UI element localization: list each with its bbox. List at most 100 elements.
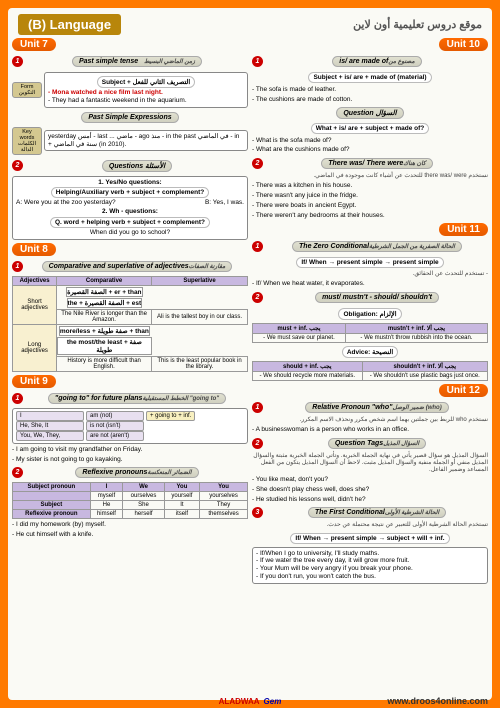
must-table: must + inf. يجبmustn't + inf. يجب ألا - …	[252, 323, 488, 343]
h: "going to" for future plans الخطط المستق…	[48, 393, 226, 404]
u10-sec2: 2There was/ There were كان هناك	[252, 157, 488, 170]
note: نستخدم there was/ were للتحدث عن أشياء ك…	[252, 173, 488, 180]
th: I	[90, 483, 123, 492]
gc: I	[16, 411, 84, 421]
note: نستخدم who للربط بين جملتين بهما اسم شخص…	[252, 417, 488, 424]
form-tag: Form التكوين	[12, 82, 42, 98]
ex: - There were boats in ancient Egypt.	[252, 202, 488, 210]
td: the + الصفة القصيرة + est	[67, 298, 143, 308]
kw-tag: Key words الكلمات الدالة	[12, 127, 42, 155]
td: Long adjectives	[13, 324, 57, 371]
language-badge: (B) Language	[18, 14, 121, 35]
gr: He, She, Itis not (isn't)	[16, 421, 244, 431]
gc: is not (isn't)	[86, 421, 144, 431]
num-icon: 1	[12, 393, 23, 404]
unit7-pill: Unit 7	[12, 38, 56, 51]
page-inner: (B) Language موقع دروس تعليمية أون لاين …	[8, 8, 492, 700]
gc: + going to + inf.	[146, 411, 195, 421]
num-icon: 2	[12, 467, 23, 478]
going-box: Iam (not)+ going to + inf. He, She, Itis…	[12, 408, 248, 444]
td: The Nile River is longer than the Amazon…	[57, 309, 152, 324]
kw-box: yesterday أمس - last ... ماضي - ago منذ …	[44, 130, 248, 152]
ex: - I am going to visit my grandfather on …	[12, 446, 248, 454]
site-title-ar: موقع دروس تعليمية أون لاين	[353, 18, 482, 31]
h: Comparative and superlative of adjective…	[42, 261, 233, 272]
pse: Past Simple Expressions	[81, 112, 178, 123]
ex: - There weren't any bedrooms at their ho…	[252, 212, 488, 220]
th: We	[123, 483, 165, 492]
u9-sec: 1 "going to" for future plans الخطط المست…	[12, 392, 248, 405]
th: should + inf. يجب	[253, 361, 363, 371]
th: Adjectives	[13, 276, 57, 285]
h: The Zero Conditional الحالة الصفرية من ا…	[292, 241, 462, 252]
gc: are not (aren't)	[86, 431, 144, 441]
qf: Q. word + helping verb + subject + compl…	[50, 217, 210, 228]
u12-sec3: 3The First Conditional الحالة الشرطية ال…	[252, 506, 488, 519]
th: Superlative	[152, 276, 248, 285]
td: myself	[90, 492, 123, 501]
fc-box: - If/When I go to university, I'll study…	[252, 547, 488, 584]
q2: 2. Wh - questions:	[16, 208, 244, 216]
unit7-sec1: 1Past simple tense زمن الماضي البسيط	[12, 55, 248, 68]
qe: When did you go to school?	[16, 229, 244, 237]
h: Reflexive pronouns الضمائر المنعكسة	[75, 467, 198, 478]
ex: - If/ When we heat water, it evaporates.	[252, 280, 488, 288]
u12-sec2: 2Question Tags السؤال المذيل	[252, 437, 488, 450]
td: History is more difficult than English.	[57, 356, 152, 371]
ex: - Mona watched a nice film last night.	[48, 89, 244, 97]
h: The First Conditional الحالة الشرطية الأ…	[308, 507, 446, 518]
num-icon: 1	[252, 402, 263, 413]
num-icon: 2	[252, 438, 263, 449]
should-table: should + inf. يجبshouldn't + inf. يجب أل…	[252, 361, 488, 381]
ex: - He cut himself with a knife.	[12, 531, 248, 539]
q1: 1. Yes/No questions:	[16, 179, 244, 187]
td: ourselves	[123, 492, 165, 501]
num-icon: 1	[252, 56, 263, 67]
unit11-pill: Unit 11	[439, 223, 488, 236]
reflex-table: Subject pronounIWeYouYou myselfourselves…	[12, 482, 248, 519]
note: تستخدم الحالة الشرطية الأولى للتعبير عن …	[252, 522, 488, 529]
td: Ali is the tallest boy in our class.	[152, 309, 248, 324]
kw-row: Key words الكلمات الدالةyesterday أمس - …	[12, 127, 248, 155]
form-box: Subject + التصريف الثاني للفعل- Mona wat…	[44, 72, 248, 108]
qf: What + is/ are + subject + made of?	[311, 123, 430, 134]
td: himself	[90, 510, 123, 519]
td: yourselves	[200, 492, 248, 501]
unit12-pill: Unit 12	[439, 384, 488, 397]
h: Questions الأسئلة	[102, 160, 172, 172]
td: herself	[123, 510, 165, 519]
td: - We mustn't throw rubbish into the ocea…	[345, 333, 487, 342]
ex: - They had a fantastic weekend in the aq…	[48, 97, 244, 105]
td: yourself	[164, 492, 199, 501]
ob: Obligation: الإلزام	[338, 308, 401, 320]
gc: He, She, It	[16, 421, 84, 431]
qbox: 1. Yes/No questions: Helping/Auxiliary v…	[12, 176, 248, 240]
th: shouldn't + inf. يجب ألا	[362, 361, 487, 371]
u10-sec: 1is/ are made of مصنوع من	[252, 55, 488, 68]
ex: - You like meat, don't you?	[252, 476, 488, 484]
header: (B) Language موقع دروس تعليمية أون لاين	[12, 12, 488, 37]
th: Comparative	[57, 276, 152, 285]
ex: - A businesswoman is a person who works …	[252, 426, 488, 434]
th: You	[164, 483, 199, 492]
u11-sec2: 2must/ mustn't - should/ shouldn't	[252, 291, 488, 304]
num-icon: 2	[252, 158, 263, 169]
td: Short adjectives	[13, 285, 57, 324]
num-icon: 1	[12, 56, 23, 67]
col-left: Unit 7 1Past simple tense زمن الماضي الب…	[12, 37, 248, 677]
footer-url: www.droos4online.com	[387, 696, 488, 706]
td: They	[200, 501, 248, 510]
ex: - The cushions are made of cotton.	[252, 96, 488, 104]
qf: Helping/Auxiliary verb + subject + compl…	[51, 187, 209, 198]
ex: - Your Mum will be very angry if you bre…	[256, 565, 484, 573]
td: - We must save our planet.	[253, 333, 346, 342]
u12-sec: 1 Relative Pronoun "who" ضمير الوصل (who)	[252, 401, 488, 414]
td: - We shouldn't use plastic bags just onc…	[362, 371, 487, 380]
h: Relative Pronoun "who" ضمير الوصل (who)	[305, 402, 448, 413]
unit8-pill: Unit 8	[12, 243, 56, 256]
qa: A: Were you at the zoo yesterday?B: Yes,…	[16, 199, 244, 207]
th: mustn't + inf. يجب ألا	[345, 323, 487, 333]
td: - We should recycle more materials.	[253, 371, 363, 380]
ex: - What are the cushions made of?	[252, 146, 488, 154]
ex: - The sofa is made of leather.	[252, 86, 488, 94]
